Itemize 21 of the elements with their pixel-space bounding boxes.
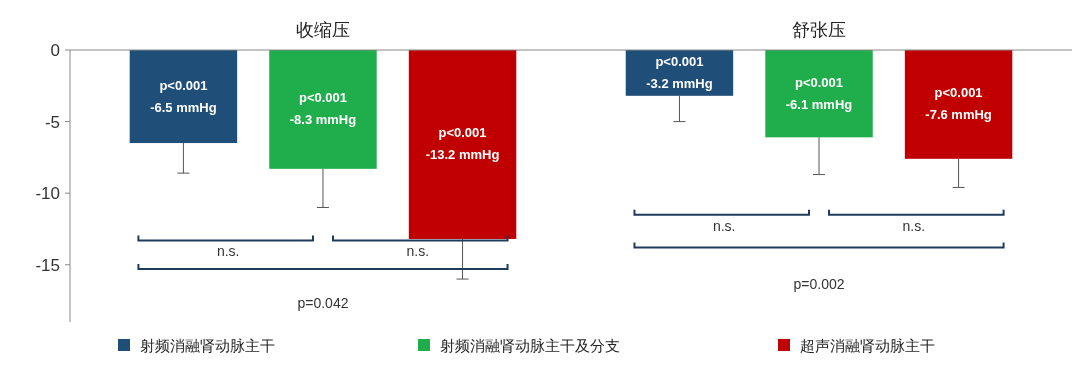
annotation: p=0.002 bbox=[793, 276, 845, 293]
annotation: n.s. bbox=[406, 243, 430, 260]
y-tick-label: -10 bbox=[35, 184, 60, 204]
x-tick-label: 收缩压 bbox=[295, 19, 350, 40]
y-tick-label: -15 bbox=[35, 255, 60, 275]
annotation: n.s. bbox=[902, 217, 926, 234]
legend-label: 超声消融肾动脉主干 bbox=[800, 337, 935, 355]
annotation: n.s. bbox=[712, 217, 736, 234]
annotation: p=0.042 bbox=[297, 294, 349, 311]
data-label: p<0.001 -6.5 mmHg bbox=[150, 77, 217, 115]
x-tick-label: 舒张压 bbox=[792, 19, 847, 40]
y-tick-label: -5 bbox=[44, 112, 60, 132]
data-label: p<0.001 -8.3 mmHg bbox=[289, 90, 357, 128]
data-label: p<0.001 -13.2 mmHg bbox=[425, 125, 500, 163]
annotation: n.s. bbox=[216, 243, 240, 260]
data-label: p<0.001 -6.1 mmHg bbox=[785, 74, 853, 112]
data-label: p<0.001 -3.2 mmHg bbox=[646, 53, 713, 91]
data-label: p<0.001 -7.6 mmHg bbox=[925, 85, 992, 123]
legend-label: 射频消融肾动脉主干及分支 bbox=[440, 337, 620, 355]
legend-label: 射频消融肾动脉主干 bbox=[140, 337, 275, 355]
y-tick-label: 0 bbox=[50, 41, 60, 60]
